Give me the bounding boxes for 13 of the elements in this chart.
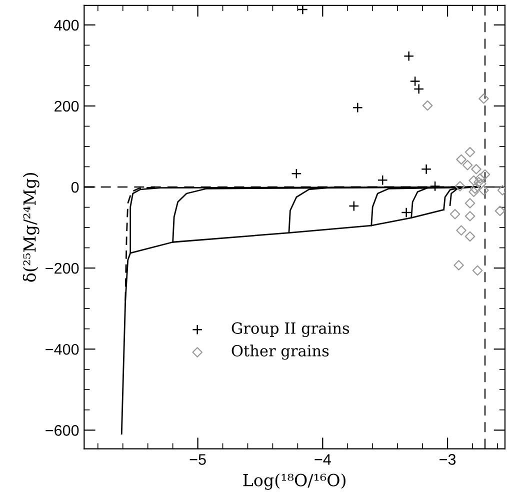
x-axis-title: Log(¹⁸O/¹⁶O) [243,473,346,490]
x-tick-label: −4 [314,454,331,465]
y-axis-title: δ(²⁵Mg/²⁴Mg) [22,173,40,282]
y-tick-label: 400 [54,20,79,31]
y-tick-label: 200 [54,100,79,112]
y-tick-label: −400 [46,344,79,355]
x-tick-label: −5 [190,454,206,465]
legend-label: Other grains [232,344,329,360]
y-tick-label: −600 [46,425,79,436]
y-tick-label: −200 [46,262,79,274]
legend-label: Group II grains [232,322,350,338]
y-tick-label: 0 [71,182,79,193]
x-tick-label: −3 [440,454,456,465]
